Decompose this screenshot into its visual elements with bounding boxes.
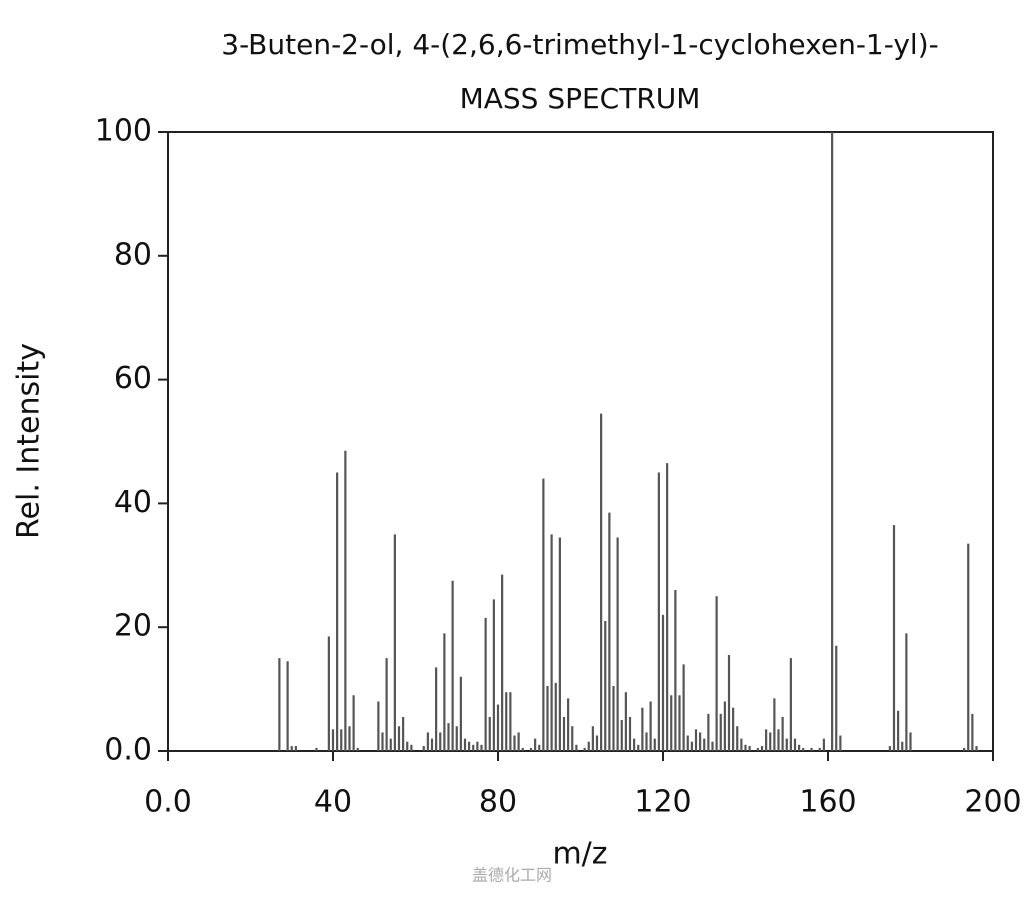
x-tick-label: 0.0 [144, 785, 192, 820]
chart-title: 3-Buten-2-ol, 4-(2,6,6-trimethyl-1-cyclo… [221, 28, 938, 61]
y-tick-label: 20 [114, 609, 152, 644]
x-axis-label: m/z [552, 837, 607, 872]
y-axis-label: Rel. Intensity [12, 343, 47, 539]
y-tick-label: 0.0 [104, 733, 152, 768]
watermark: 盖德化工网 [472, 866, 552, 885]
y-tick-label: 40 [114, 485, 152, 520]
x-tick-label: 160 [799, 785, 856, 820]
plot-frame [167, 131, 994, 752]
x-tick-label: 200 [964, 785, 1021, 820]
x-tick-label: 40 [314, 785, 352, 820]
chart-subtitle: MASS SPECTRUM [460, 82, 701, 115]
x-tick-label: 80 [479, 785, 517, 820]
y-tick-label: 80 [114, 237, 152, 272]
y-tick-label: 100 [95, 114, 152, 149]
y-tick-label: 60 [114, 361, 152, 396]
x-tick-label: 120 [634, 785, 691, 820]
